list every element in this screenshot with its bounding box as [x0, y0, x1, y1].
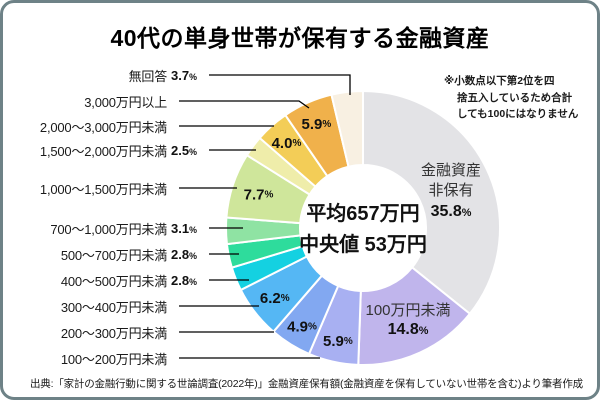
- legend-label: 400〜500万円未満: [60, 273, 167, 289]
- note-line-1: ※小数点以下第2位を四: [444, 75, 555, 87]
- legend-row: 1,500〜2,000万円未満 2.5%: [3, 141, 203, 159]
- slice-name: 100万円未満: [365, 302, 451, 319]
- donut-chart: 5.9% 4.9% 6.2% 7.7% 4.0% 5.9%: [179, 74, 501, 366]
- category-legend: 無回答 3.7% 3,000万円以上 2,000〜3,000万円未満 1,500〜2,0…: [3, 3, 203, 397]
- slice-name: 非保有: [428, 182, 474, 199]
- legend-row: 300〜400万円未満: [3, 297, 203, 315]
- legend-row: 無回答 3.7%: [3, 66, 203, 84]
- legend-row: 200〜300万円未満: [3, 323, 203, 341]
- average-value: 平均657万円: [306, 203, 420, 225]
- legend-row: 1,000〜1,500万円未満: [3, 179, 203, 197]
- legend-label: 無回答: [128, 68, 168, 84]
- slice-percent: 14.8%: [387, 321, 429, 338]
- legend-label: 300〜400万円未満: [60, 299, 167, 315]
- slice-label-under-100: 100万円未満 14.8%: [356, 301, 460, 339]
- slice-percent-label: 5.9%: [301, 115, 331, 132]
- donut-slice: [330, 89, 364, 168]
- median-value: 中央値 53万円: [299, 234, 427, 256]
- legend-row: 3,000万円以上: [3, 92, 203, 110]
- legend-row: 100〜200万円未満: [3, 349, 203, 367]
- legend-label: 1,000〜1,500万円未満: [39, 181, 167, 197]
- leader-line: [179, 100, 310, 109]
- chart-title: 40代の単身世帯が保有する金融資産: [110, 25, 490, 51]
- legend-label: 100〜200万円未満: [60, 351, 167, 367]
- legend-percent: 3.7%: [171, 67, 197, 83]
- legend-label: 2,000〜3,000万円未満: [39, 119, 167, 135]
- slice-percent: 35.8%: [430, 203, 472, 220]
- legend-label: 3,000万円以上: [84, 94, 167, 110]
- legend-row: 2,000〜3,000万円未満: [3, 117, 203, 135]
- slice-percent-label: 7.7%: [244, 186, 274, 203]
- center-summary: 平均657万円 中央値 53万円: [273, 199, 453, 261]
- legend-percent: 2.8%: [171, 246, 197, 262]
- note-line-3: しても100にはなりません: [457, 108, 579, 120]
- slice-percent-label: 6.2%: [260, 290, 290, 307]
- legend-row: 400〜500万円未満 2.8%: [3, 271, 203, 289]
- source-note: 出典:「家計の金融行動に関する世論調査(2022年)」金融資産保有額(金融資産を…: [30, 378, 583, 390]
- legend-label: 700〜1,000万円未満: [50, 221, 167, 237]
- slice-name: 金融資産: [420, 162, 481, 179]
- donut-slice: [362, 89, 501, 316]
- legend-row: 500〜700万円未満 2.8%: [3, 245, 203, 263]
- donut-slice: [357, 266, 472, 366]
- slice-percent-label: 4.9%: [287, 318, 317, 335]
- note-line-2: 捨五入しているため合計: [457, 91, 573, 104]
- legend-percent: 2.5%: [171, 142, 197, 158]
- rounding-note: ※小数点以下第2位を四 捨五入しているため合計 しても100にはなりません: [444, 73, 596, 123]
- legend-percent: 2.8%: [171, 272, 197, 288]
- leader-line: [209, 74, 351, 95]
- slice-percent-label: 4.0%: [272, 135, 302, 152]
- legend-label: 1,500〜2,000万円未満: [39, 143, 167, 159]
- legend-percent: 3.1%: [171, 220, 197, 236]
- slice-percent-label: 5.9%: [323, 333, 353, 350]
- slice-label-non-holding: 金融資産 非保有 35.8%: [403, 161, 499, 221]
- legend-label: 500〜700万円未満: [60, 247, 167, 263]
- legend-row: 700〜1,000万円未満 3.1%: [3, 219, 203, 237]
- legend-label: 200〜300万円未満: [60, 325, 167, 341]
